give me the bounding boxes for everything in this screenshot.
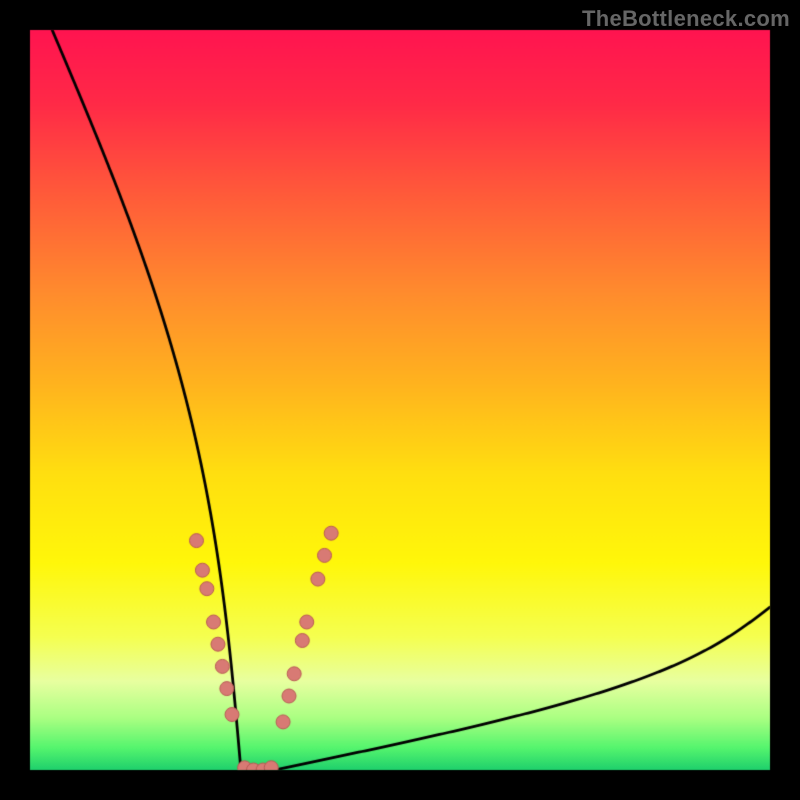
chart-stage: TheBottleneck.com bbox=[0, 0, 800, 800]
watermark-text: TheBottleneck.com bbox=[582, 6, 790, 32]
markers-layer bbox=[0, 0, 800, 800]
